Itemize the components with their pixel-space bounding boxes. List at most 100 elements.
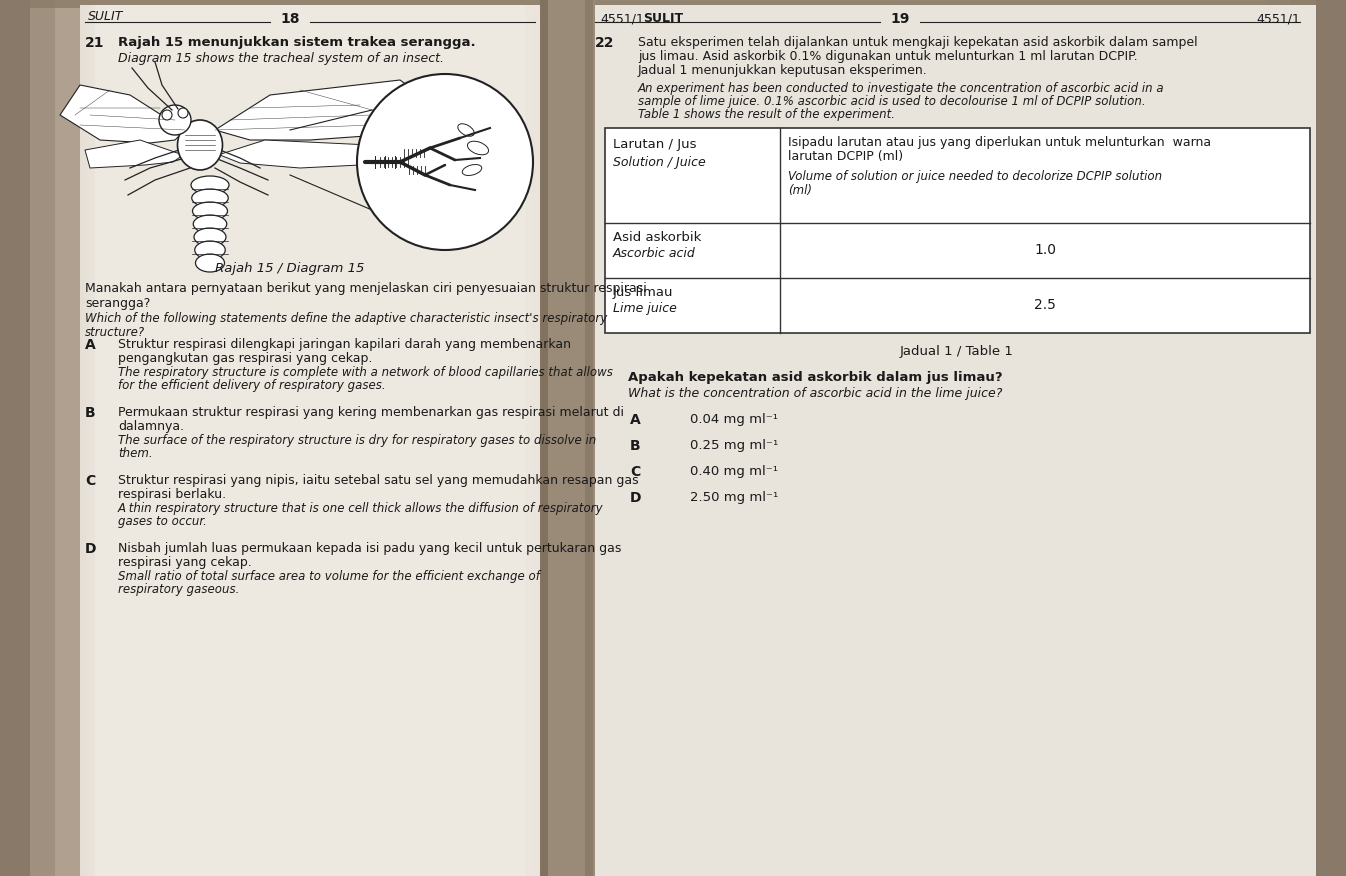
Text: 2.5: 2.5 — [1034, 298, 1057, 312]
Ellipse shape — [178, 120, 222, 170]
Bar — [30, 0, 55, 876]
Text: Volume of solution or juice needed to decolorize DCPIP solution: Volume of solution or juice needed to de… — [787, 170, 1162, 183]
Polygon shape — [85, 140, 183, 168]
Bar — [79, 5, 83, 876]
Text: The surface of the respiratory structure is dry for respiratory gases to dissolv: The surface of the respiratory structure… — [118, 434, 596, 447]
Text: serangga?: serangga? — [85, 297, 151, 310]
Circle shape — [357, 74, 533, 250]
Text: Apakah kepekatan asid askorbik dalam jus limau?: Apakah kepekatan asid askorbik dalam jus… — [629, 371, 1003, 384]
Text: Ascorbic acid: Ascorbic acid — [612, 247, 696, 260]
Text: 19: 19 — [890, 12, 910, 26]
Circle shape — [178, 108, 188, 118]
Text: Jus limau: Jus limau — [612, 286, 673, 299]
Text: Isipadu larutan atau jus yang diperlukan untuk melunturkan  warna: Isipadu larutan atau jus yang diperlukan… — [787, 136, 1211, 149]
Text: Rajah 15 menunjukkan sistem trakea serangga.: Rajah 15 menunjukkan sistem trakea seran… — [118, 36, 475, 49]
Circle shape — [162, 110, 172, 120]
Bar — [538, 5, 541, 876]
Bar — [540, 0, 548, 876]
Bar — [534, 5, 538, 876]
Text: 0.04 mg ml⁻¹: 0.04 mg ml⁻¹ — [690, 413, 778, 426]
Bar — [526, 5, 529, 876]
Text: Which of the following statements define the adaptive characteristic insect's re: Which of the following statements define… — [85, 312, 607, 325]
Text: respirasi berlaku.: respirasi berlaku. — [118, 488, 226, 501]
Text: (ml): (ml) — [787, 184, 812, 197]
Bar — [1267, 0, 1291, 876]
Text: Struktur respirasi dilengkapi jaringan kapilari darah yang membenarkan: Struktur respirasi dilengkapi jaringan k… — [118, 338, 571, 351]
Text: 0.40 mg ml⁻¹: 0.40 mg ml⁻¹ — [690, 465, 778, 478]
Text: Asid askorbik: Asid askorbik — [612, 231, 701, 244]
Text: B: B — [85, 406, 96, 420]
Bar — [590, 5, 1316, 876]
Text: Jadual 1 / Table 1: Jadual 1 / Table 1 — [900, 345, 1014, 358]
Ellipse shape — [194, 228, 226, 246]
Text: 22: 22 — [595, 36, 615, 50]
Text: Table 1 shows the result of the experiment.: Table 1 shows the result of the experime… — [638, 108, 895, 121]
Text: Solution / Juice: Solution / Juice — [612, 156, 705, 169]
Ellipse shape — [191, 189, 229, 207]
Text: Nisbah jumlah luas permukaan kepada isi padu yang kecil untuk pertukaran gas: Nisbah jumlah luas permukaan kepada isi … — [118, 542, 622, 555]
Bar — [540, 0, 595, 876]
Polygon shape — [215, 80, 440, 140]
Ellipse shape — [195, 254, 225, 272]
Bar — [529, 5, 532, 876]
Ellipse shape — [192, 202, 227, 220]
Text: 0.25 mg ml⁻¹: 0.25 mg ml⁻¹ — [690, 439, 778, 452]
Text: 4551/1: 4551/1 — [1256, 12, 1300, 25]
Text: respirasi yang cekap.: respirasi yang cekap. — [118, 556, 252, 569]
Text: gases to occur.: gases to occur. — [118, 515, 207, 528]
Polygon shape — [218, 140, 370, 168]
Bar — [1291, 0, 1316, 876]
Bar — [604, 128, 1310, 333]
Text: larutan DCPIP (ml): larutan DCPIP (ml) — [787, 150, 903, 163]
Text: Permukaan struktur respirasi yang kering membenarkan gas respirasi melarut di: Permukaan struktur respirasi yang kering… — [118, 406, 625, 419]
Text: dalamnya.: dalamnya. — [118, 420, 184, 433]
Bar — [79, 5, 542, 876]
Text: What is the concentration of ascorbic acid in the lime juice?: What is the concentration of ascorbic ac… — [629, 387, 1003, 400]
Text: 4551/1: 4551/1 — [600, 12, 643, 25]
Text: jus limau. Asid askorbik 0.1% digunakan untuk melunturkan 1 ml larutan DCPIP.: jus limau. Asid askorbik 0.1% digunakan … — [638, 50, 1137, 63]
Text: D: D — [630, 491, 642, 505]
Text: A thin respiratory structure that is one cell thick allows the diffusion of resp: A thin respiratory structure that is one… — [118, 502, 603, 515]
Ellipse shape — [458, 124, 474, 137]
Text: SULIT: SULIT — [643, 12, 684, 25]
Bar — [55, 0, 79, 876]
Text: Manakah antara pernyataan berikut yang menjelaskan ciri penyesuaian struktur res: Manakah antara pernyataan berikut yang m… — [85, 282, 646, 295]
Text: Small ratio of total surface area to volume for the efficient exchange of: Small ratio of total surface area to vol… — [118, 570, 540, 583]
Text: pengangkutan gas respirasi yang cekap.: pengangkutan gas respirasi yang cekap. — [118, 352, 373, 365]
Text: SULIT: SULIT — [87, 10, 124, 23]
Text: Larutan / Jus: Larutan / Jus — [612, 138, 696, 151]
Ellipse shape — [191, 176, 229, 194]
Text: An experiment has been conducted to investigate the concentration of ascorbic ac: An experiment has been conducted to inve… — [638, 82, 1164, 95]
Text: The respiratory structure is complete with a network of blood capillaries that a: The respiratory structure is complete wi… — [118, 366, 612, 379]
Text: C: C — [630, 465, 641, 479]
Bar — [1316, 0, 1346, 876]
Text: 2.50 mg ml⁻¹: 2.50 mg ml⁻¹ — [690, 491, 778, 504]
Text: them.: them. — [118, 447, 152, 460]
Text: sample of lime juice. 0.1% ascorbic acid is used to decolourise 1 ml of DCPIP so: sample of lime juice. 0.1% ascorbic acid… — [638, 95, 1145, 108]
Text: 18: 18 — [280, 12, 300, 26]
Bar — [532, 5, 534, 876]
Polygon shape — [61, 85, 184, 143]
Text: Rajah 15 / Diagram 15: Rajah 15 / Diagram 15 — [215, 262, 365, 275]
Text: Diagram 15 shows the tracheal system of an insect.: Diagram 15 shows the tracheal system of … — [118, 52, 444, 65]
Bar — [83, 5, 86, 876]
Text: Satu eksperimen telah dijalankan untuk mengkaji kepekatan asid askorbik dalam sa: Satu eksperimen telah dijalankan untuk m… — [638, 36, 1198, 49]
Ellipse shape — [159, 105, 191, 135]
Bar — [89, 5, 92, 876]
Text: 1.0: 1.0 — [1034, 243, 1057, 257]
Text: A: A — [85, 338, 96, 352]
Text: respiratory gaseous.: respiratory gaseous. — [118, 583, 240, 596]
Text: structure?: structure? — [85, 326, 145, 339]
Text: B: B — [630, 439, 641, 453]
Text: D: D — [85, 542, 97, 556]
Ellipse shape — [462, 165, 482, 175]
Ellipse shape — [194, 215, 226, 233]
Ellipse shape — [467, 141, 489, 155]
Text: C: C — [85, 474, 96, 488]
Bar — [0, 0, 1346, 8]
Text: A: A — [630, 413, 641, 427]
Ellipse shape — [195, 241, 225, 259]
Text: Lime juice: Lime juice — [612, 302, 677, 315]
Text: 21: 21 — [85, 36, 105, 50]
Text: for the efficient delivery of respiratory gases.: for the efficient delivery of respirator… — [118, 379, 385, 392]
